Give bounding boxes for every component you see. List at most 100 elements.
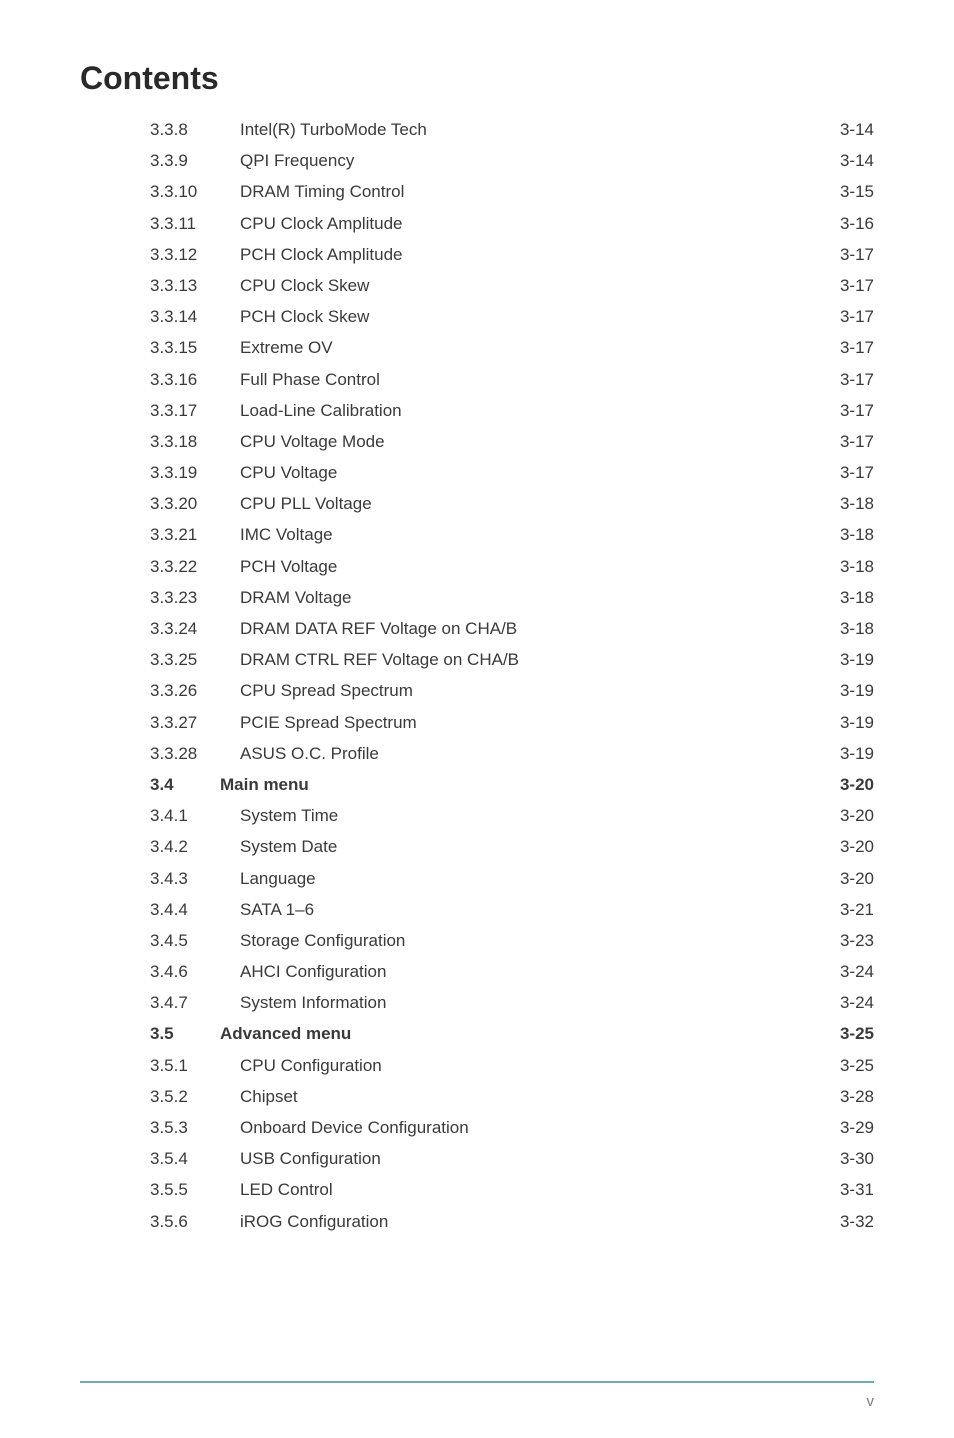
toc-entry-page: 3-20 bbox=[840, 807, 874, 824]
toc-entry-label: DRAM Voltage bbox=[240, 589, 352, 606]
toc-entry-page: 3-18 bbox=[840, 558, 874, 575]
toc-row: 3.3.24DRAM DATA REF Voltage on CHA/B 3-18 bbox=[80, 620, 874, 637]
toc-entry-number: 3.4.6 bbox=[150, 963, 240, 980]
toc-entry-label: PCH Clock Amplitude bbox=[240, 246, 403, 263]
toc-entry-label: Full Phase Control bbox=[240, 371, 380, 388]
toc-entry-page: 3-17 bbox=[840, 277, 874, 294]
toc-entry-label: Language bbox=[240, 870, 316, 887]
toc-entry-number: 3.4.4 bbox=[150, 901, 240, 918]
toc-entry-page: 3-20 bbox=[840, 870, 874, 887]
toc-row: 3.3.13CPU Clock Skew3-17 bbox=[80, 277, 874, 294]
toc-row: 3.3.22PCH Voltage3-18 bbox=[80, 558, 874, 575]
toc-entry-page: 3-29 bbox=[840, 1119, 874, 1136]
toc-entry-label: Storage Configuration bbox=[240, 932, 405, 949]
toc-entry-page: 3-17 bbox=[840, 402, 874, 419]
toc-entry-label: Onboard Device Configuration bbox=[240, 1119, 469, 1136]
toc-entry-label: CPU Configuration bbox=[240, 1057, 382, 1074]
toc-row: 3.5Advanced menu3-25 bbox=[80, 1025, 874, 1042]
toc-entry-page: 3-19 bbox=[840, 714, 874, 731]
toc-entry-number: 3.5 bbox=[150, 1025, 220, 1042]
toc-entry-number: 3.5.4 bbox=[150, 1150, 240, 1167]
toc-entry-page: 3-20 bbox=[840, 776, 874, 793]
toc-entry-page: 3-17 bbox=[840, 246, 874, 263]
toc-entry-number: 3.5.6 bbox=[150, 1213, 240, 1230]
toc-entry-label: PCH Clock Skew bbox=[240, 308, 369, 325]
toc-entry-page: 3-18 bbox=[840, 526, 874, 543]
toc-entry-number: 3.3.24 bbox=[150, 620, 240, 637]
toc-entry-number: 3.3.20 bbox=[150, 495, 240, 512]
toc-row: 3.3.17Load-Line Calibration3-17 bbox=[80, 402, 874, 419]
toc-entry-number: 3.5.1 bbox=[150, 1057, 240, 1074]
toc-row: 3.5.1CPU Configuration 3-25 bbox=[80, 1057, 874, 1074]
toc-entry-number: 3.4.7 bbox=[150, 994, 240, 1011]
toc-entry-number: 3.3.26 bbox=[150, 682, 240, 699]
toc-entry-page: 3-17 bbox=[840, 339, 874, 356]
toc-entry-page: 3-19 bbox=[840, 682, 874, 699]
toc-entry-label: DRAM CTRL REF Voltage on CHA/B bbox=[240, 651, 519, 668]
toc-entry-number: 3.3.12 bbox=[150, 246, 240, 263]
toc-entry-number: 3.3.18 bbox=[150, 433, 240, 450]
toc-entry-label: iROG Configuration bbox=[240, 1213, 388, 1230]
toc-entry-label: AHCI Configuration bbox=[240, 963, 386, 980]
toc-entry-label: CPU Clock Amplitude bbox=[240, 215, 403, 232]
toc-entry-number: 3.5.3 bbox=[150, 1119, 240, 1136]
toc-row: 3.4.2System Date3-20 bbox=[80, 838, 874, 855]
toc-row: 3.4.6AHCI Configuration 3-24 bbox=[80, 963, 874, 980]
toc-entry-label: Load-Line Calibration bbox=[240, 402, 402, 419]
toc-row: 3.3.23DRAM Voltage 3-18 bbox=[80, 589, 874, 606]
toc-entry-label: System Date bbox=[240, 838, 337, 855]
toc-entry-label: System Information bbox=[240, 994, 386, 1011]
toc-entry-number: 3.5.5 bbox=[150, 1181, 240, 1198]
toc-entry-number: 3.4.2 bbox=[150, 838, 240, 855]
toc-entry-page: 3-19 bbox=[840, 745, 874, 762]
toc-entry-label: CPU Voltage bbox=[240, 464, 337, 481]
toc-entry-label: CPU PLL Voltage bbox=[240, 495, 372, 512]
toc-row: 3.5.2Chipset3-28 bbox=[80, 1088, 874, 1105]
toc-row: 3.4.7System Information 3-24 bbox=[80, 994, 874, 1011]
toc-entry-label: Extreme OV bbox=[240, 339, 333, 356]
toc-row: 3.3.27PCIE Spread Spectrum 3-19 bbox=[80, 714, 874, 731]
toc-row: 3.5.4USB Configuration3-30 bbox=[80, 1150, 874, 1167]
toc-entry-label: DRAM DATA REF Voltage on CHA/B bbox=[240, 620, 517, 637]
toc-entry-number: 3.3.19 bbox=[150, 464, 240, 481]
toc-entry-page: 3-24 bbox=[840, 963, 874, 980]
toc-entry-page: 3-18 bbox=[840, 620, 874, 637]
toc-row: 3.3.20CPU PLL Voltage3-18 bbox=[80, 495, 874, 512]
toc-entry-page: 3-14 bbox=[840, 152, 874, 169]
toc-entry-page: 3-24 bbox=[840, 994, 874, 1011]
toc-row: 3.3.16Full Phase Control3-17 bbox=[80, 371, 874, 388]
toc-row: 3.5.3Onboard Device Configuration 3-29 bbox=[80, 1119, 874, 1136]
toc-entry-number: 3.3.27 bbox=[150, 714, 240, 731]
toc-entry-label: PCIE Spread Spectrum bbox=[240, 714, 417, 731]
toc-entry-number: 3.3.9 bbox=[150, 152, 240, 169]
toc-row: 3.3.14PCH Clock Skew3-17 bbox=[80, 308, 874, 325]
toc-row: 3.4.4SATA 1–63-21 bbox=[80, 901, 874, 918]
toc-container: 3.3.8Intel(R) TurboMode Tech3-143.3.9QPI… bbox=[80, 121, 874, 1230]
toc-entry-page: 3-17 bbox=[840, 464, 874, 481]
toc-row: 3.3.26CPU Spread Spectrum3-19 bbox=[80, 682, 874, 699]
toc-entry-number: 3.4.3 bbox=[150, 870, 240, 887]
toc-row: 3.3.21IMC Voltage3-18 bbox=[80, 526, 874, 543]
toc-row: 3.5.6iROG Configuration3-32 bbox=[80, 1213, 874, 1230]
toc-entry-number: 3.5.2 bbox=[150, 1088, 240, 1105]
toc-row: 3.3.18CPU Voltage Mode3-17 bbox=[80, 433, 874, 450]
toc-entry-label: Chipset bbox=[240, 1088, 298, 1105]
toc-row: 3.4Main menu3-20 bbox=[80, 776, 874, 793]
toc-row: 3.4.3Language 3-20 bbox=[80, 870, 874, 887]
toc-entry-label: Main menu bbox=[220, 776, 309, 793]
toc-entry-label: CPU Clock Skew bbox=[240, 277, 369, 294]
toc-row: 3.3.8Intel(R) TurboMode Tech3-14 bbox=[80, 121, 874, 138]
toc-entry-label: PCH Voltage bbox=[240, 558, 337, 575]
toc-entry-label: System Time bbox=[240, 807, 338, 824]
toc-entry-label: DRAM Timing Control bbox=[240, 183, 404, 200]
toc-entry-label: ASUS O.C. Profile bbox=[240, 745, 379, 762]
footer-rule bbox=[80, 1381, 874, 1383]
toc-entry-page: 3-25 bbox=[840, 1057, 874, 1074]
toc-entry-page: 3-18 bbox=[840, 589, 874, 606]
toc-entry-number: 3.3.28 bbox=[150, 745, 240, 762]
toc-entry-number: 3.3.14 bbox=[150, 308, 240, 325]
toc-entry-number: 3.3.23 bbox=[150, 589, 240, 606]
footer-page-number: v bbox=[867, 1393, 875, 1410]
toc-entry-number: 3.3.11 bbox=[150, 215, 240, 232]
toc-entry-number: 3.3.10 bbox=[150, 183, 240, 200]
